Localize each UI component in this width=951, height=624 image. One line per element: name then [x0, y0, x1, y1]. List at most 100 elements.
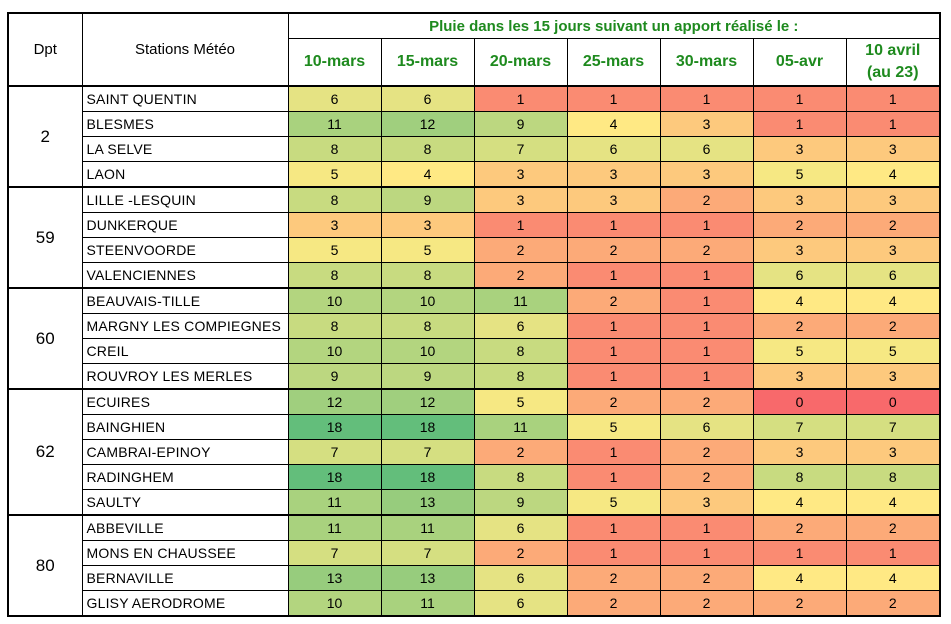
rain-days-cell: 18 [288, 414, 382, 440]
rain-days-cell: 6 [381, 86, 475, 112]
date-header-note: (au 23) [866, 64, 919, 81]
rain-days-cell: 2 [567, 237, 661, 263]
rain-days-cell: 10 [381, 288, 475, 314]
table-row: MONS EN CHAUSSEE 7 7 2 1 1 1 1 [8, 540, 941, 566]
rain-days-cell: 2 [753, 590, 847, 617]
rain-days-cell: 0 [753, 389, 847, 415]
rain-days-cell: 2 [660, 565, 754, 591]
rain-days-cell: 12 [381, 389, 475, 415]
rain-days-cell: 11 [474, 288, 568, 314]
rain-days-cell: 3 [660, 489, 754, 516]
rain-days-cell: 3 [846, 363, 941, 390]
station-name-cell: MONS EN CHAUSSEE [82, 540, 289, 566]
date-header: 30-mars [660, 38, 754, 87]
rain-days-cell: 3 [753, 187, 847, 213]
rain-days-cell: 1 [567, 439, 661, 465]
station-name-cell: BLESMES [82, 111, 289, 137]
rain-days-cell: 5 [288, 237, 382, 263]
rain-days-cell: 2 [753, 515, 847, 541]
rain-days-cell: 8 [381, 136, 475, 162]
rain-days-cell: 8 [474, 464, 568, 490]
rain-days-cell: 1 [753, 86, 847, 112]
date-header: 15-mars [381, 38, 475, 87]
dpt-cell: 80 [7, 515, 83, 617]
station-name-cell: BAINGHIEN [82, 414, 289, 440]
rain-days-cell: 2 [846, 515, 941, 541]
rain-days-cell: 8 [288, 136, 382, 162]
station-name-cell: RADINGHEM [82, 464, 289, 490]
table-row: 62 ECUIRES 12 12 5 2 2 0 0 [7, 389, 941, 516]
station-name-cell: VALENCIENNES [82, 262, 289, 289]
rain-days-cell: 1 [753, 111, 847, 137]
table-row: 59 LILLE -LESQUIN 8 9 3 3 2 3 3 [7, 187, 941, 289]
rain-days-cell: 4 [846, 161, 941, 188]
dpt-column-header: Dpt [7, 12, 83, 87]
rain-days-cell: 3 [660, 161, 754, 188]
rain-days-cell: 3 [567, 161, 661, 188]
rain-days-cell: 4 [381, 161, 475, 188]
rain-days-cell: 2 [846, 313, 941, 339]
rain-days-cell: 5 [567, 489, 661, 516]
rain-days-cell: 5 [753, 338, 847, 364]
station-name-cell: SAULTY [82, 489, 289, 516]
rain-days-cell: 8 [474, 338, 568, 364]
date-header: 05-avr [753, 38, 847, 87]
station-name-cell: ABBEVILLE [82, 515, 289, 541]
rain-days-cell: 1 [846, 86, 941, 112]
rain-days-cell: 1 [567, 313, 661, 339]
rain-days-cell: 2 [474, 262, 568, 289]
rain-days-cell: 1 [567, 363, 661, 390]
station-name-cell: GLISY AERODROME [82, 590, 289, 617]
rain-days-cell: 3 [660, 111, 754, 137]
rain-days-cell: 11 [288, 489, 382, 516]
rain-days-cell: 10 [288, 338, 382, 364]
rain-days-cell: 7 [381, 439, 475, 465]
station-name-cell: STEENVOORDE [82, 237, 289, 263]
rainfall-table: Dpt Stations Météo Pluie dans les 15 jou… [7, 12, 941, 617]
table-row: BAINGHIEN 18 18 11 5 6 7 7 [8, 414, 941, 440]
rain-days-cell: 11 [288, 111, 382, 137]
rain-days-cell: 18 [288, 464, 382, 490]
table-row: CAMBRAI-EPINOY 7 7 2 1 2 3 3 [8, 439, 941, 465]
rain-days-cell: 2 [660, 237, 754, 263]
station-name-cell: MARGNY LES COMPIEGNES [82, 313, 289, 339]
rain-days-cell: 2 [660, 439, 754, 465]
rain-days-cell: 3 [846, 439, 941, 465]
station-name-cell: LAON [82, 161, 289, 188]
rain-days-cell: 3 [474, 161, 568, 188]
table-row: CREIL 10 10 8 1 1 5 5 [8, 338, 941, 364]
dpt-cell: 59 [7, 187, 83, 289]
rain-days-cell: 1 [660, 262, 754, 289]
rain-days-cell: 1 [660, 86, 754, 112]
dpt-cell: 62 [7, 389, 83, 516]
station-name-cell: CREIL [82, 338, 289, 364]
rain-days-cell: 12 [288, 389, 382, 415]
rain-days-cell: 1 [660, 338, 754, 364]
rain-days-cell: 8 [846, 464, 941, 490]
station-name-cell: ROUVROY LES MERLES [82, 363, 289, 390]
station-name-cell: BEAUVAIS-TILLE [82, 288, 289, 314]
rain-days-cell: 1 [660, 515, 754, 541]
rain-days-cell: 6 [753, 262, 847, 289]
station-name-cell: LA SELVE [82, 136, 289, 162]
rain-days-cell: 3 [846, 136, 941, 162]
rain-days-cell: 1 [567, 212, 661, 238]
rain-days-cell: 8 [288, 313, 382, 339]
rain-days-cell: 3 [753, 363, 847, 390]
rain-days-cell: 4 [753, 565, 847, 591]
dpt-cell: 60 [7, 288, 83, 390]
rain-days-cell: 6 [567, 136, 661, 162]
rain-days-cell: 6 [474, 590, 568, 617]
rain-days-cell: 9 [381, 363, 475, 390]
table-row: MARGNY LES COMPIEGNES 8 8 6 1 1 2 2 [8, 313, 941, 339]
rain-days-cell: 10 [288, 288, 382, 314]
table-row: BERNAVILLE 13 13 6 2 2 4 4 [8, 565, 941, 591]
rain-days-cell: 4 [753, 288, 847, 314]
rain-days-cell: 6 [474, 313, 568, 339]
rain-days-cell: 2 [474, 540, 568, 566]
rain-days-cell: 1 [567, 262, 661, 289]
rain-days-cell: 7 [288, 439, 382, 465]
rain-days-cell: 1 [846, 540, 941, 566]
rain-days-cell: 8 [381, 313, 475, 339]
rain-days-cell: 1 [660, 363, 754, 390]
